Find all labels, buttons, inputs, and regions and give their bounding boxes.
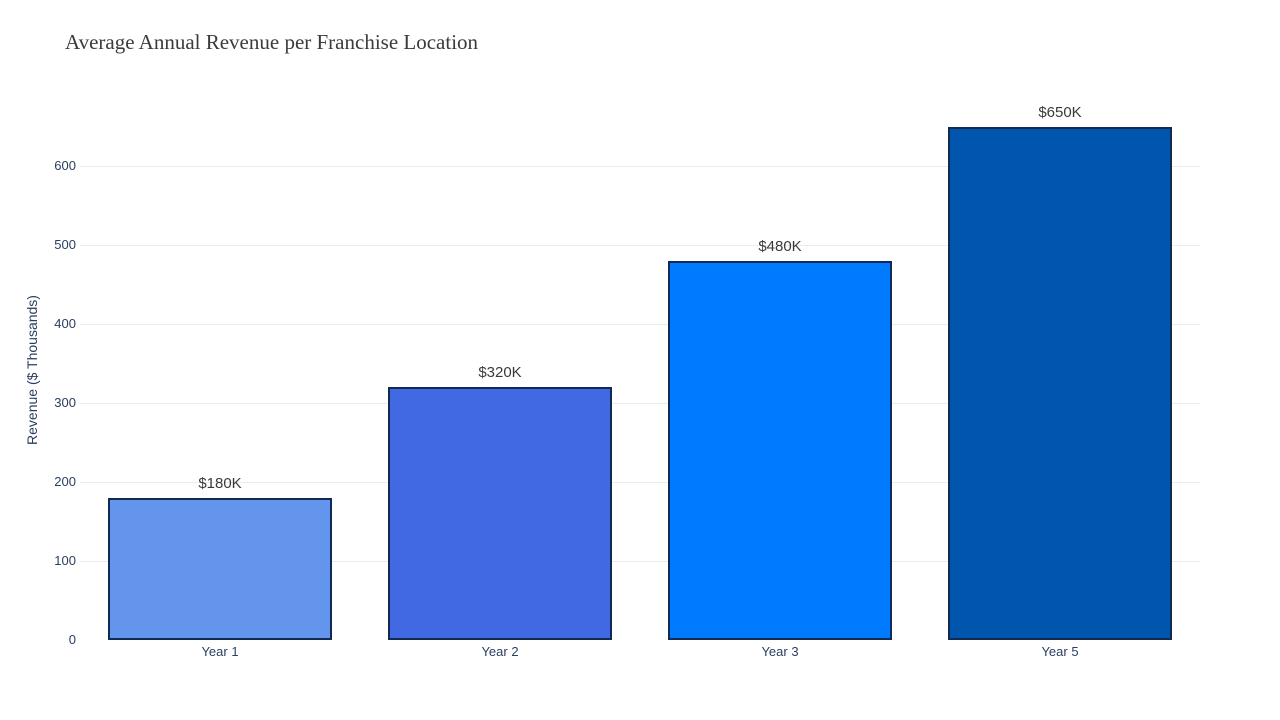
chart-title: Average Annual Revenue per Franchise Loc… <box>65 30 479 54</box>
y-gridline <box>80 561 1200 562</box>
y-tick-label: 200 <box>54 474 76 490</box>
y-gridline <box>80 324 1200 326</box>
y-tick-label: 400 <box>54 316 76 332</box>
y-gridline <box>80 482 1200 484</box>
bar-value-label: $180K <box>198 474 242 492</box>
bar <box>948 126 1172 640</box>
x-tick-label: Year 5 <box>1041 644 1079 659</box>
y-gridline <box>80 166 1200 168</box>
bar <box>108 497 332 640</box>
bar-value-label: $320K <box>478 364 522 382</box>
y-tick-label: 600 <box>54 158 76 174</box>
y-gridline <box>80 403 1200 405</box>
x-tick-label: Year 3 <box>761 644 799 659</box>
y-tick-label: 500 <box>54 237 76 253</box>
y-tick-label: 300 <box>54 395 76 411</box>
x-tick-label: Year 1 <box>201 644 239 659</box>
y-tick-label: 100 <box>54 553 76 568</box>
y-gridline <box>80 245 1200 247</box>
bar <box>388 387 612 640</box>
bar-value-label: $650K <box>1038 103 1082 121</box>
bar <box>668 260 892 640</box>
y-tick-label: 0 <box>68 632 76 647</box>
bar-value-label: $480K <box>758 237 802 255</box>
x-tick-label: Year 2 <box>481 644 519 659</box>
